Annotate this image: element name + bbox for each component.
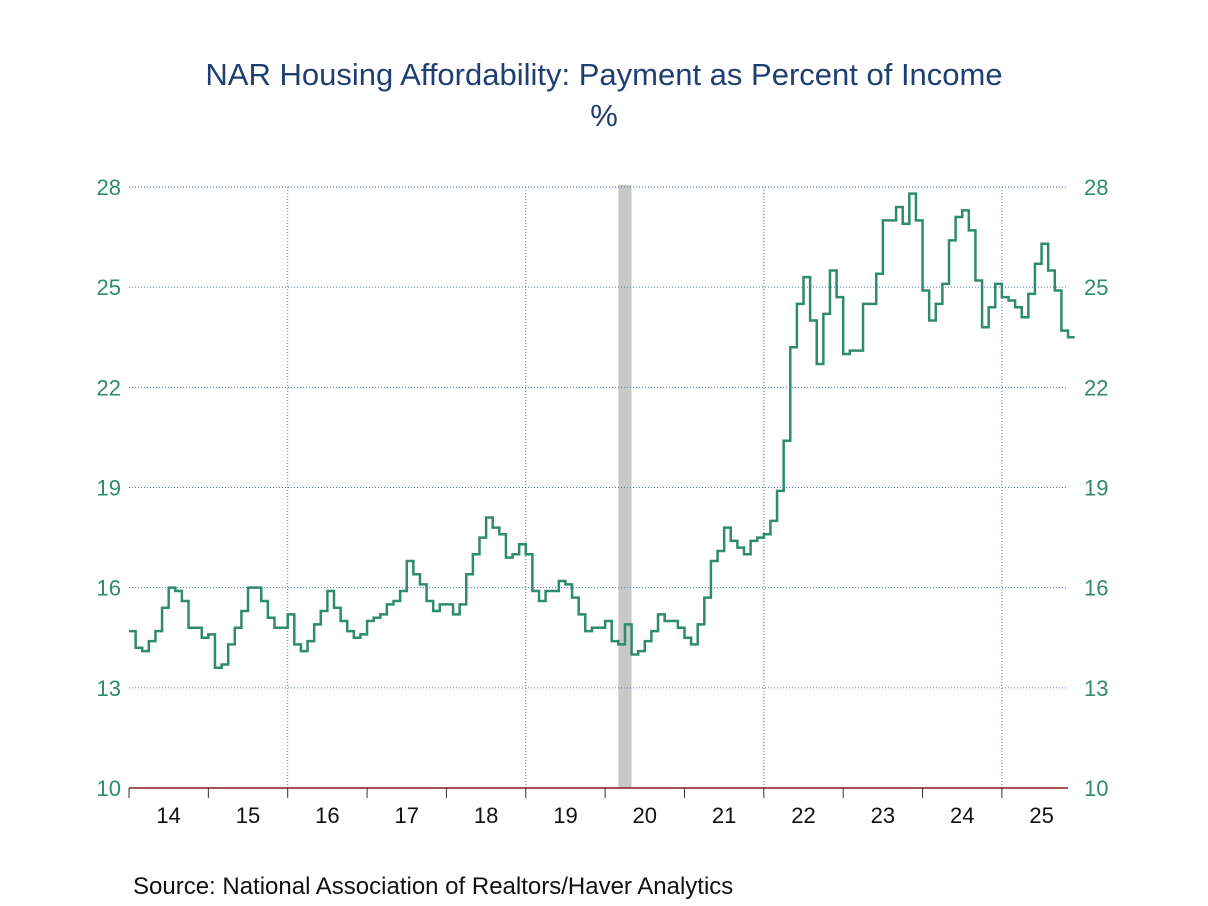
y-tick-left-10: 10 <box>97 776 121 801</box>
x-tick-label-14: 14 <box>156 803 180 828</box>
recession-band-layer <box>618 185 632 788</box>
y-tick-right-28: 28 <box>1084 175 1108 200</box>
y-tick-right-19: 19 <box>1084 476 1108 501</box>
series-line-0 <box>129 192 1075 670</box>
x-tick-label-17: 17 <box>394 803 418 828</box>
x-tick-label-24: 24 <box>950 803 974 828</box>
series-layer <box>129 192 1075 670</box>
y-axis-right: 10 13 16 19 22 25 28 <box>1084 175 1108 801</box>
x-tick-label-20: 20 <box>633 803 657 828</box>
x-tick-label-21: 21 <box>712 803 736 828</box>
x-tick-label-19: 19 <box>553 803 577 828</box>
y-tick-left-28: 28 <box>97 175 121 200</box>
x-axis: 14 15 16 17 18 19 20 21 22 23 24 25 <box>128 787 1068 828</box>
recession-band <box>618 185 632 788</box>
chart-subtitle: % <box>590 98 618 133</box>
x-tick-label-15: 15 <box>236 803 260 828</box>
y-tick-left-19: 19 <box>97 476 121 501</box>
y-tick-left-22: 22 <box>97 375 121 400</box>
gridlines <box>129 186 1068 788</box>
x-tick-label-25: 25 <box>1029 803 1053 828</box>
y-tick-left-16: 16 <box>97 576 121 601</box>
x-tick-label-16: 16 <box>315 803 339 828</box>
x-tick-label-18: 18 <box>474 803 498 828</box>
chart-title: NAR Housing Affordability: Payment as Pe… <box>205 57 1002 92</box>
y-tick-right-13: 13 <box>1084 676 1108 701</box>
x-tick-label-22: 22 <box>791 803 815 828</box>
x-tick-label-23: 23 <box>871 803 895 828</box>
y-tick-right-25: 25 <box>1084 275 1108 300</box>
y-tick-right-10: 10 <box>1084 776 1108 801</box>
y-tick-left-25: 25 <box>97 275 121 300</box>
y-tick-right-16: 16 <box>1084 576 1108 601</box>
y-axis-left: 10 13 16 19 22 25 28 <box>97 175 121 801</box>
y-tick-left-13: 13 <box>97 676 121 701</box>
source-note: Source: National Association of Realtors… <box>133 873 733 900</box>
y-tick-right-22: 22 <box>1084 375 1108 400</box>
